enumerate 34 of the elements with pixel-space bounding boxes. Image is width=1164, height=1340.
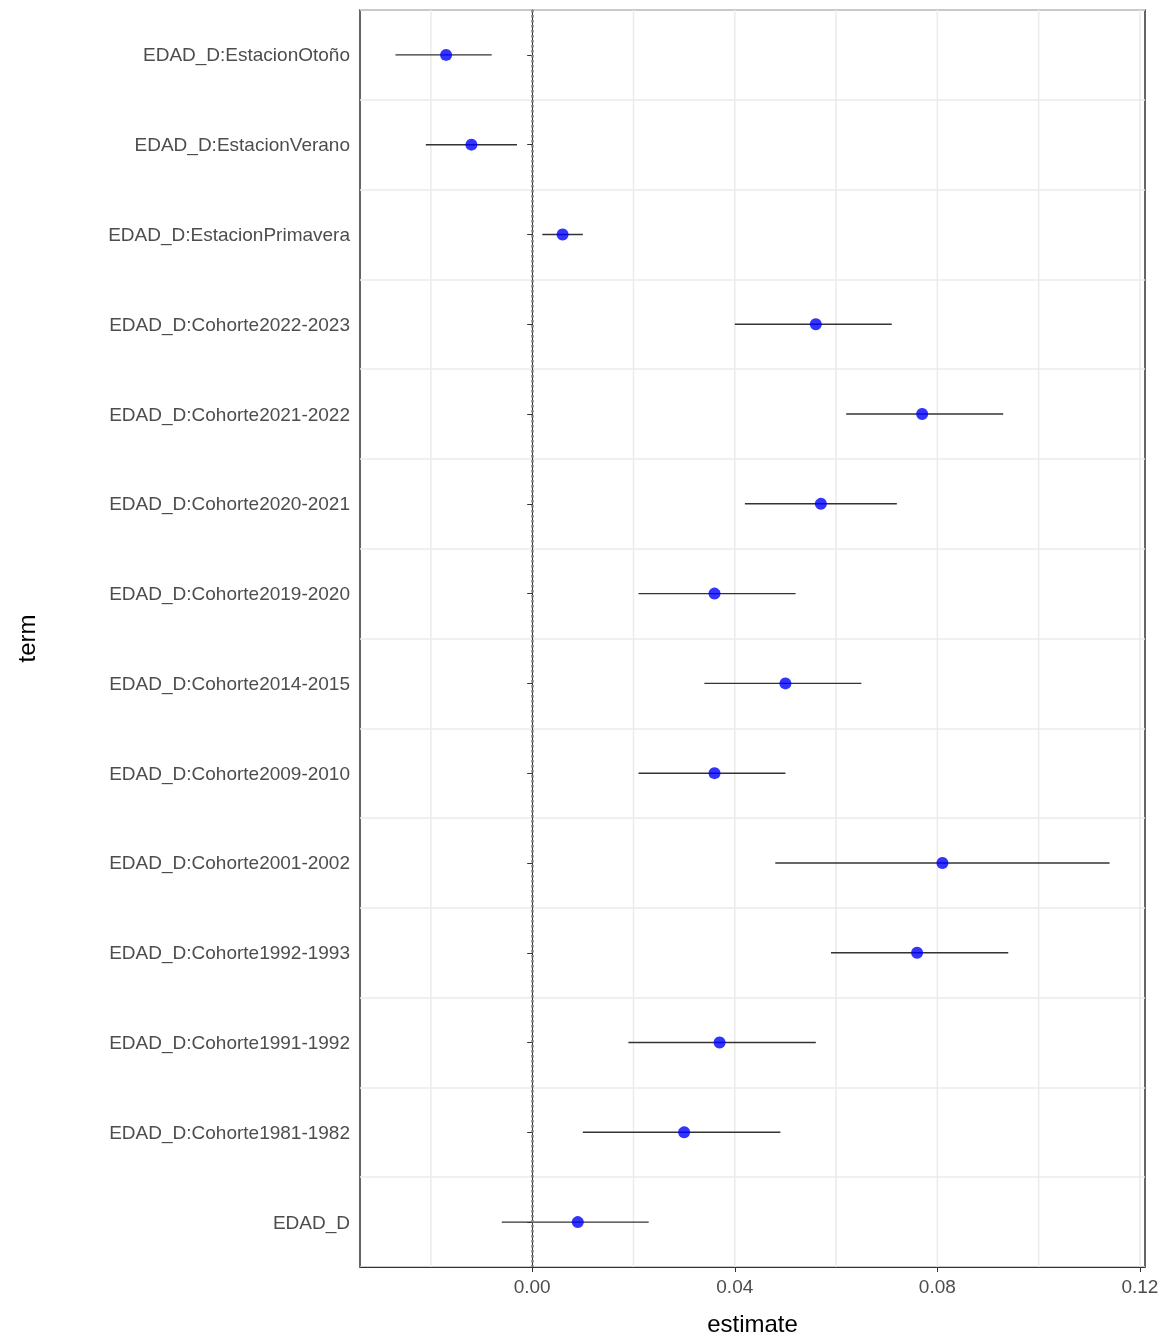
y-tick-label: EDAD_D [272, 1211, 350, 1234]
point [571, 1216, 584, 1229]
x-axis-title: estimate [707, 1309, 798, 1337]
x-tick-label: 0.04 [716, 1276, 754, 1297]
y-tick-label: EDAD_D:Cohorte2020-2021 [109, 493, 350, 516]
point [814, 497, 827, 510]
y-tick-label: EDAD_D:Cohorte2019-2020 [109, 583, 350, 606]
point [779, 677, 792, 690]
point [713, 1036, 726, 1049]
y-tick-label: EDAD_D:Cohorte2009-2010 [109, 762, 350, 785]
y-tick-label: EDAD_D:Cohorte2014-2015 [109, 672, 350, 695]
y-tick-label: EDAD_D:EstacionOtoño [143, 44, 350, 67]
point [936, 856, 949, 869]
y-tick-label: EDAD_D:Cohorte2001-2002 [109, 852, 350, 875]
point [911, 946, 924, 959]
y-axis-title: term [12, 614, 40, 663]
y-tick-label: EDAD_D:EstacionPrimavera [108, 223, 351, 246]
point [708, 587, 721, 600]
y-tick-label: EDAD_D:Cohorte1992-1993 [109, 942, 350, 965]
point [556, 228, 569, 241]
x-tick-label: 0.00 [513, 1276, 551, 1297]
x-tick-label: 0.12 [1121, 1276, 1159, 1297]
y-tick-label: EDAD_D:Cohorte2021-2022 [109, 403, 350, 426]
point [465, 138, 478, 151]
y-tick-label: EDAD_D:Cohorte1981-1982 [109, 1121, 350, 1144]
y-tick-label: EDAD_D:Cohorte1991-1992 [109, 1032, 350, 1055]
point [708, 767, 721, 780]
point [678, 1126, 691, 1139]
point [440, 48, 453, 61]
point [916, 408, 929, 421]
y-tick-label: EDAD_D:Cohorte2022-2023 [109, 313, 350, 336]
y-tick-label: EDAD_D:EstacionVerano [134, 134, 350, 157]
point [809, 318, 822, 331]
x-tick-label: 0.08 [918, 1276, 956, 1297]
